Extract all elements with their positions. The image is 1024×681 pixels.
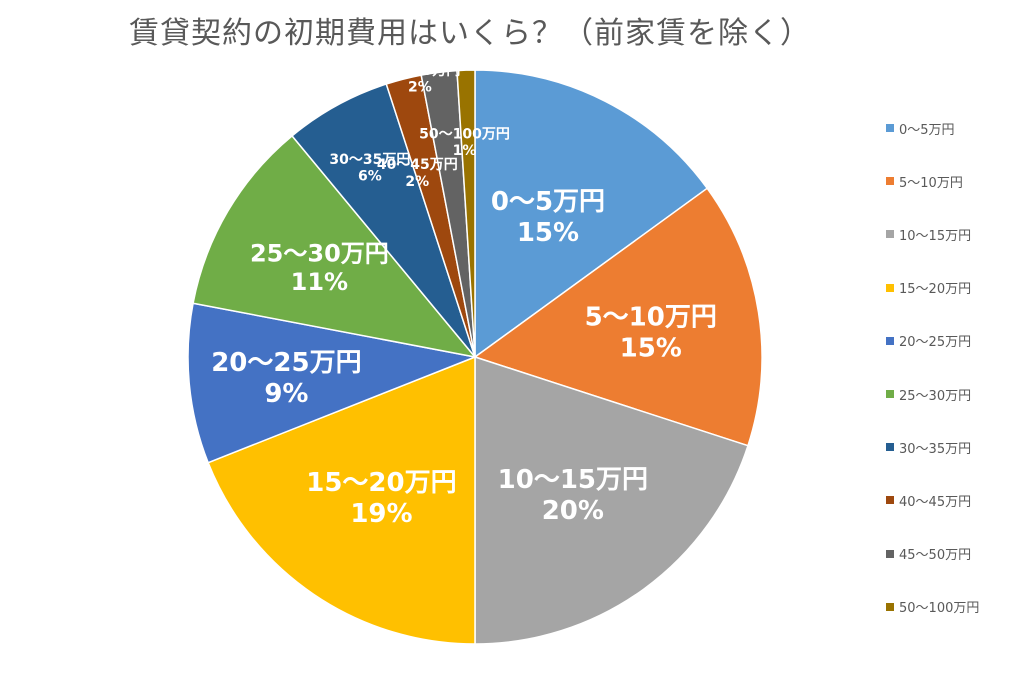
legend-item: 10～15万円 (886, 224, 971, 244)
slice-percent-label: 15% (517, 218, 579, 248)
legend-swatch (886, 336, 894, 345)
slice-percent-label: 2% (408, 80, 432, 96)
legend-label: 20～25万円 (899, 335, 972, 351)
slice-category-label: 25～30万円 (250, 239, 389, 267)
pie-slice-4 (207, 355, 476, 645)
legend-label: 50～100万円 (899, 601, 980, 617)
legend-label: 30～35万円 (899, 441, 972, 457)
legend-swatch (886, 390, 894, 398)
legend-label: 45～50万円 (899, 548, 972, 564)
slice-category-label: 45～50万円 (379, 63, 460, 79)
legend-item: 30～35万円 (886, 437, 971, 457)
legend-label: 25～30万円 (899, 388, 972, 404)
slice-category-label: 30～35万円 (329, 152, 410, 168)
slice-percent-label: 19% (350, 499, 412, 529)
slice-percent-label: 20% (542, 496, 604, 526)
legend-item: 20～25万円 (886, 331, 971, 351)
slice-percent-label: 2% (405, 174, 429, 190)
legend-label: 0～5万円 (899, 122, 955, 138)
pie-slice-10 (456, 69, 476, 358)
pie-slice-6 (192, 134, 477, 359)
slice-percent-label: 15% (620, 333, 682, 363)
pie-slice-2 (473, 187, 763, 447)
legend-swatch (886, 602, 894, 611)
legend-swatch (886, 230, 894, 239)
slice-category-label: 0～5万円 (491, 187, 605, 217)
legend-item: 25～30万円 (886, 384, 971, 404)
slice-category-label: 5～10万円 (585, 302, 717, 332)
legend-item: 5～10万円 (886, 171, 963, 191)
slice-category-label: 20～25万円 (211, 348, 361, 378)
legend-swatch (886, 443, 894, 452)
slice-percent-label: 1% (453, 143, 477, 159)
legend-item: 15～20万円 (886, 278, 971, 298)
pie-slice-3 (474, 355, 749, 645)
slice-category-label: 40～45万円 (377, 157, 458, 173)
legend-item: 40～45万円 (886, 490, 971, 510)
legend-swatch (886, 496, 894, 505)
legend-swatch (886, 124, 894, 132)
slice-percent-label: 6% (358, 169, 382, 185)
legend-item: 45～50万円 (886, 544, 971, 564)
slice-category-label: 15～20万円 (306, 468, 456, 498)
pie-slice-1 (474, 69, 709, 359)
slice-category-label: 10～15万円 (498, 465, 648, 495)
pie-slice-5 (187, 302, 478, 464)
legend-swatch (886, 549, 894, 558)
slice-category-label: 50～100万円 (419, 126, 510, 142)
legend-swatch (886, 177, 894, 186)
legend-label: 10～15万円 (899, 228, 972, 244)
legend-label: 40～45万円 (899, 494, 972, 510)
slice-percent-label: 9% (264, 379, 308, 409)
legend-item: 0～5万円 (886, 118, 955, 138)
legend-label: 15～20万円 (899, 282, 972, 298)
legend-item: 50～100万円 (886, 597, 979, 617)
legend-swatch (886, 283, 894, 292)
chart-title: 賃貸契約の初期費用はいくら？（前家賃を除く） (129, 16, 811, 51)
slice-percent-label: 11% (291, 268, 348, 296)
legend-label: 5～10万円 (899, 175, 963, 191)
